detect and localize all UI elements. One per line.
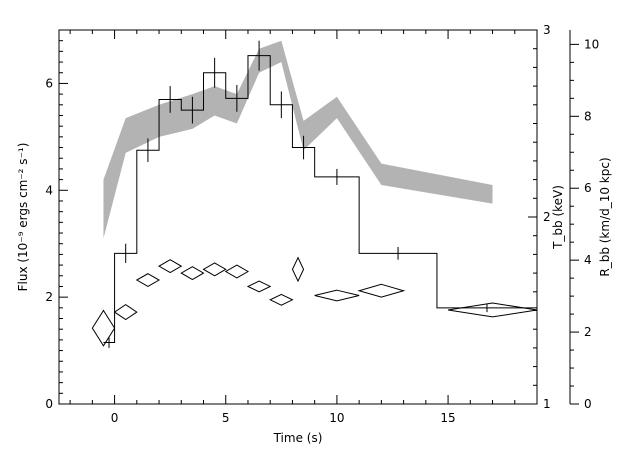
radius-diamond [224, 264, 249, 279]
y3-axis-label: R_bb (km/d_10 kpc) [598, 157, 612, 276]
radius-diamond [291, 256, 305, 283]
step-layer [103, 40, 537, 348]
y3-tick-label: 6 [584, 181, 592, 195]
radius-diamond [113, 304, 138, 321]
radius-diamond [135, 273, 161, 288]
y3-tick-label: 4 [584, 253, 592, 267]
y2-tick-label: 1 [543, 397, 551, 411]
tick-layer: 0 5 10 15 0 2 4 6 1 2 3 0 2 4 6 8 10 [45, 23, 599, 425]
y3-tick-label: 10 [584, 37, 599, 51]
y-tick-label: 4 [45, 183, 53, 197]
y3-tick-label: 8 [584, 109, 592, 123]
diamond-layer [91, 256, 538, 347]
y-tick-label: 6 [45, 76, 53, 90]
radius-diamond [246, 280, 272, 293]
x-axis-label: Time (s) [273, 431, 323, 445]
y2-axis-label: T_bb (keV) [551, 185, 565, 250]
y-axis-label: Flux (10⁻⁹ ergs cm⁻² s⁻¹) [16, 143, 30, 292]
radius-diamond [269, 293, 294, 306]
y-tick-label: 0 [45, 397, 53, 411]
x-tick-label: 10 [329, 411, 344, 425]
x-tick-label: 5 [222, 411, 230, 425]
y3-tick-label: 2 [584, 325, 592, 339]
x-tick-label: 0 [111, 411, 119, 425]
y3-tick-label: 0 [584, 397, 592, 411]
y2-tick-label: 3 [543, 23, 551, 37]
y-tick-label: 2 [45, 290, 53, 304]
radius-diamond [202, 262, 227, 277]
radius-diamond [357, 283, 406, 298]
radius-diamond [91, 309, 116, 347]
radius-diamond [158, 259, 183, 274]
radius-diamond [180, 266, 205, 281]
y2-tick-label: 2 [543, 210, 551, 224]
x-tick-label: 15 [440, 411, 455, 425]
radius-diamond [314, 289, 360, 302]
radius-diamond [447, 302, 538, 318]
